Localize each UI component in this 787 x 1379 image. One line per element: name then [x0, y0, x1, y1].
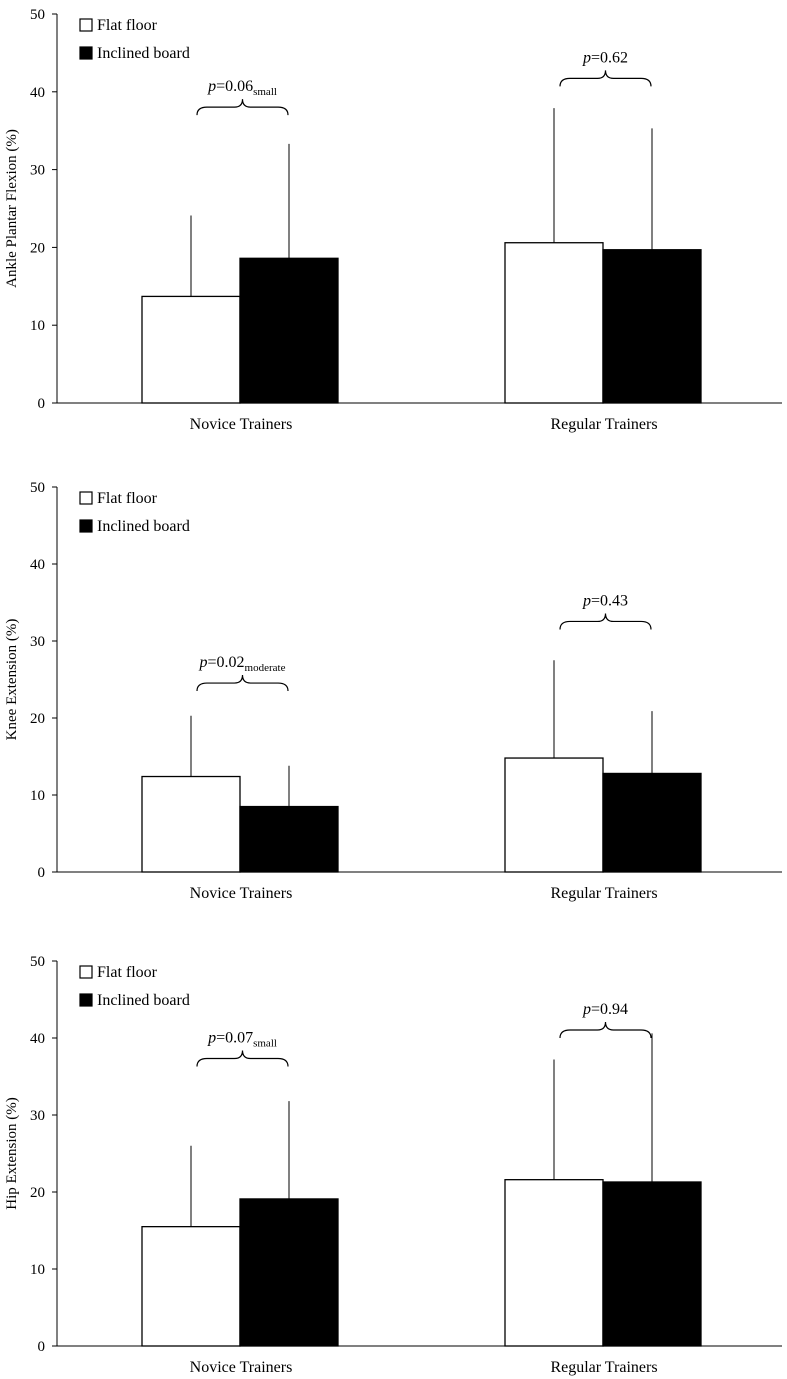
- y-tick-label: 30: [30, 163, 45, 179]
- significance-bracket: [196, 675, 289, 692]
- y-tick-label: 50: [30, 480, 45, 496]
- legend-label: Flat floor: [97, 490, 158, 507]
- y-tick-label: 50: [30, 7, 45, 23]
- p-value-label: p=0.43: [582, 592, 628, 609]
- inclined-board-bar-regular: [602, 249, 702, 404]
- p-value-label: p=0.07small: [207, 1029, 277, 1049]
- significance-bracket: [196, 1050, 289, 1067]
- y-tick-label: 50: [30, 954, 45, 970]
- category-label: Novice Trainers: [190, 416, 293, 433]
- y-axis-label: Knee Extension (%): [4, 619, 20, 741]
- y-tick-label: 30: [30, 634, 45, 650]
- legend-swatch: [79, 965, 93, 979]
- flat-floor-bar-regular: [504, 1179, 604, 1347]
- y-tick-label: 0: [38, 396, 46, 412]
- legend-swatch: [79, 18, 93, 32]
- legend-swatch: [79, 993, 93, 1007]
- inclined-board-bar-novice: [239, 805, 339, 873]
- legend-swatch: [79, 46, 93, 60]
- legend-label: Inclined board: [97, 45, 190, 62]
- category-label: Regular Trainers: [550, 885, 657, 902]
- legend-swatch: [79, 519, 93, 533]
- chart-panel-1: 0 10 20 30 40 50 Ankle Plantar Flexion (%) Novi…: [4, 7, 782, 433]
- y-tick-label: 10: [30, 1262, 45, 1278]
- y-tick-label: 30: [30, 1108, 45, 1124]
- significance-bracket: [559, 1021, 652, 1039]
- significance-bracket: [196, 99, 289, 116]
- y-tick-label: 0: [38, 1339, 46, 1355]
- p-value-label: p=0.06small: [207, 78, 277, 98]
- legend-label: Inclined board: [97, 518, 190, 535]
- legend-label: Flat floor: [97, 17, 158, 34]
- y-tick-label: 20: [30, 1185, 45, 1201]
- significance-bracket: [559, 70, 652, 87]
- p-value-label: p=0.02moderate: [199, 654, 286, 674]
- flat-floor-bar-novice: [141, 1226, 241, 1347]
- chart-panel-2: 0 10 20 30 40 50 Knee Extension (%) Novice Trai…: [4, 480, 782, 902]
- chart-panel-3: 0 10 20 30 40 50 Hip Extension (%) Novice Train…: [4, 954, 782, 1376]
- inclined-board-bar-novice: [239, 1198, 339, 1347]
- y-tick-label: 40: [30, 557, 45, 573]
- y-tick-label: 40: [30, 85, 45, 101]
- category-label: Regular Trainers: [550, 416, 657, 433]
- legend-swatch: [79, 491, 93, 505]
- category-label: Regular Trainers: [550, 1359, 657, 1376]
- p-value-label: p=0.94: [582, 1001, 628, 1018]
- inclined-board-bar-regular: [602, 1181, 702, 1347]
- y-tick-label: 20: [30, 711, 45, 727]
- legend-label: Flat floor: [97, 964, 158, 981]
- flat-floor-bar-regular: [504, 242, 604, 404]
- category-label: Novice Trainers: [190, 885, 293, 902]
- category-label: Novice Trainers: [190, 1359, 293, 1376]
- y-tick-label: 40: [30, 1031, 45, 1047]
- flat-floor-bar-novice: [141, 775, 241, 873]
- legend-label: Inclined board: [97, 992, 190, 1009]
- y-axis-label: Ankle Plantar Flexion (%): [4, 129, 20, 288]
- y-tick-label: 10: [30, 788, 45, 804]
- y-axis-label: Hip Extension (%): [4, 1097, 20, 1209]
- y-tick-label: 10: [30, 318, 45, 334]
- y-tick-label: 0: [38, 865, 46, 881]
- p-value-label: p=0.62: [582, 49, 628, 66]
- significance-bracket: [559, 613, 652, 630]
- y-tick-label: 20: [30, 240, 45, 256]
- inclined-board-bar-regular: [602, 772, 702, 873]
- inclined-board-bar-novice: [239, 257, 339, 404]
- flat-floor-bar-novice: [141, 295, 241, 404]
- flat-floor-bar-regular: [504, 757, 604, 873]
